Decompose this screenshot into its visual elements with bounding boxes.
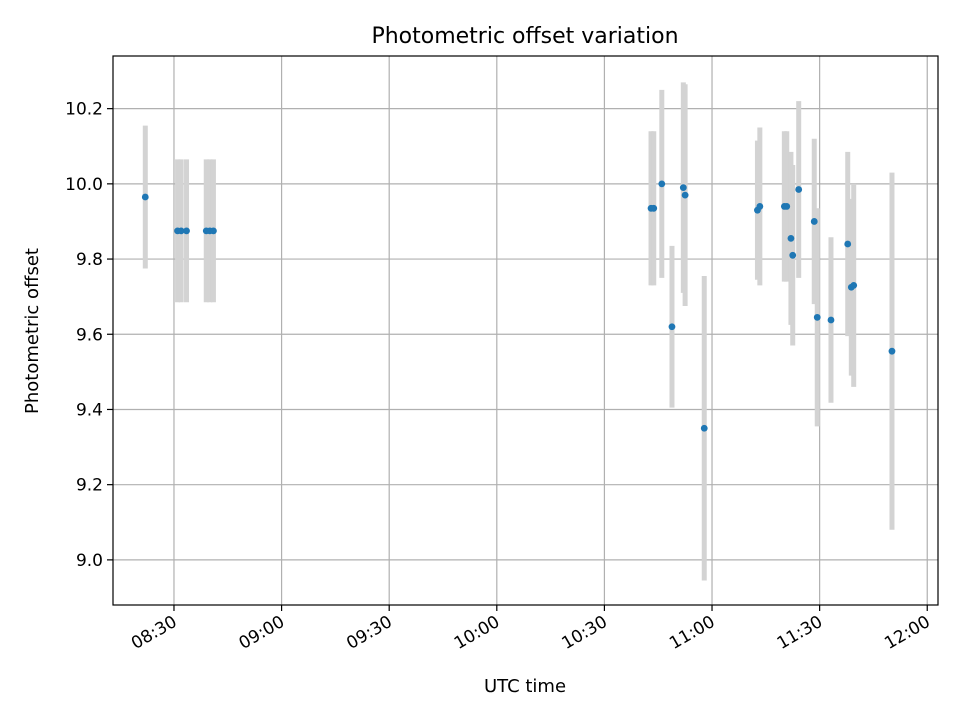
- data-point: [650, 204, 658, 212]
- data-point: [795, 186, 803, 193]
- data-point: [827, 316, 835, 324]
- data-point: [177, 227, 185, 235]
- x-tick-label: 12:00: [881, 612, 933, 654]
- data-point: [756, 203, 764, 210]
- y-tick-label: 9.2: [76, 476, 103, 496]
- error-bars: [142, 82, 895, 581]
- data-point: [141, 193, 149, 201]
- data-point: [787, 234, 795, 242]
- x-tick-label: 10:00: [451, 612, 503, 654]
- y-tick-label: 10.2: [65, 100, 103, 120]
- y-axis-ticks: 9.0 9.2 9.4 9.6 9.8 10.0 10.2: [65, 100, 113, 571]
- data-point: [681, 191, 689, 199]
- data-point: [789, 251, 797, 259]
- data-point: [888, 347, 896, 355]
- data-point: [183, 227, 190, 235]
- x-tick-label: 11:30: [774, 612, 826, 654]
- y-axis-label: Photometric offset: [22, 248, 43, 414]
- y-tick-label: 9.4: [76, 400, 103, 420]
- x-tick-label: 11:00: [666, 612, 718, 654]
- plot-frame: [112, 55, 939, 606]
- data-point: [700, 424, 708, 432]
- data-point: [210, 227, 217, 235]
- data-point: [810, 218, 818, 225]
- data-point: [813, 313, 821, 321]
- x-axis-ticks: 08:30 09:00 09:30 10:00 10:30 11:00 11:30 12:00: [128, 605, 934, 654]
- x-tick-label: 10:30: [558, 612, 610, 654]
- chart-title: Photometric offset variation: [371, 24, 678, 49]
- x-tick-label: 08:30: [128, 612, 180, 654]
- x-tick-label: 09:30: [343, 612, 395, 654]
- y-tick-label: 10.0: [65, 175, 103, 195]
- x-axis-label: UTC time: [484, 676, 566, 697]
- data-point: [850, 281, 858, 289]
- x-tick-label: 09:00: [236, 612, 288, 654]
- data-point: [679, 184, 687, 192]
- data-point: [658, 180, 666, 188]
- y-tick-label: 9.0: [76, 551, 103, 571]
- data-point: [783, 203, 791, 210]
- data-point: [668, 323, 676, 331]
- grid-lines: [113, 56, 938, 605]
- y-tick-label: 9.6: [76, 325, 103, 345]
- y-tick-label: 9.8: [76, 250, 103, 270]
- data-point: [844, 240, 852, 248]
- data-points: [141, 180, 896, 432]
